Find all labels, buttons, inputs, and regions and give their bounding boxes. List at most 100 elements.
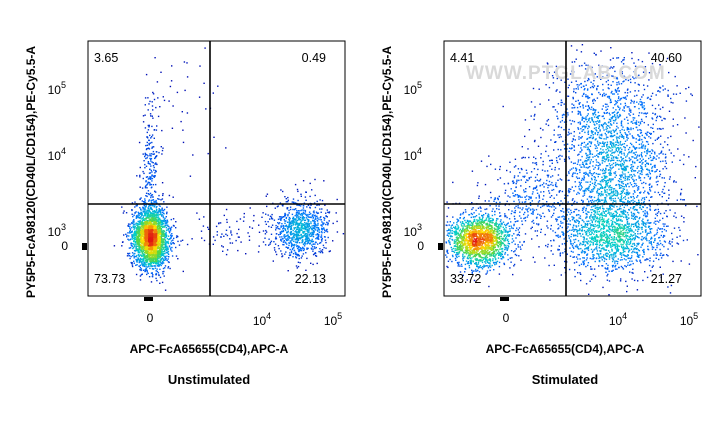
event-dot	[268, 245, 269, 246]
event-dot	[144, 229, 145, 230]
event-dot	[531, 101, 532, 102]
event-dot	[520, 218, 521, 219]
event-dot	[579, 132, 580, 133]
event-dot	[514, 166, 515, 167]
event-dot	[634, 280, 635, 281]
event-dot	[605, 272, 606, 273]
event-dot	[134, 206, 135, 207]
event-dot	[514, 175, 515, 176]
event-dot	[535, 180, 536, 181]
x-axis-label: APC-FcA65655(CD4),APC-A	[130, 342, 289, 356]
event-dot	[671, 102, 672, 103]
event-dot	[548, 119, 549, 120]
event-dot	[220, 236, 221, 237]
event-dot	[308, 234, 309, 235]
event-dot	[282, 217, 283, 218]
event-dot	[555, 167, 556, 168]
event-dot	[279, 216, 280, 217]
event-dot	[252, 228, 253, 229]
event-dot	[697, 254, 698, 255]
event-dot	[477, 185, 478, 186]
event-dot	[149, 135, 150, 136]
event-dot	[510, 171, 511, 172]
event-dot	[661, 120, 662, 121]
event-dot	[311, 240, 312, 241]
event-dot	[160, 262, 161, 263]
event-dot	[471, 270, 472, 271]
event-dot	[143, 217, 144, 218]
event-dot	[249, 236, 250, 237]
event-dot	[300, 229, 301, 230]
event-dot	[559, 158, 560, 159]
event-dot	[657, 116, 658, 117]
event-dot	[133, 221, 134, 222]
event-dot	[140, 261, 141, 262]
event-dot	[236, 221, 237, 222]
event-dot	[297, 189, 298, 190]
event-dot	[143, 270, 144, 271]
event-dot	[489, 205, 490, 206]
event-dot	[294, 250, 295, 251]
event-dot	[151, 136, 152, 137]
event-dot	[579, 272, 580, 273]
x-tick-label-1e4: 104	[253, 311, 271, 328]
event-dot	[146, 261, 147, 262]
event-dot	[675, 76, 676, 77]
event-dot	[551, 169, 552, 170]
event-dot	[286, 207, 287, 208]
event-dot	[306, 248, 307, 249]
event-dot	[133, 219, 134, 220]
event-dot	[143, 263, 144, 264]
event-dot	[284, 219, 285, 220]
event-dot	[695, 177, 696, 178]
event-dot	[561, 274, 562, 275]
event-dot	[590, 266, 591, 267]
event-dot	[560, 149, 561, 150]
event-dot	[299, 242, 300, 243]
event-dot	[163, 253, 164, 254]
event-dot	[281, 223, 282, 224]
event-dot	[154, 265, 155, 266]
event-dot	[151, 265, 152, 266]
event-dot	[146, 235, 147, 236]
event-dot	[545, 245, 546, 246]
event-dot	[538, 146, 539, 147]
event-dot	[288, 270, 289, 271]
event-dot	[290, 229, 291, 230]
event-dot	[126, 235, 127, 236]
event-dot	[272, 218, 273, 219]
event-dot	[168, 239, 169, 240]
event-dot	[176, 235, 177, 236]
event-dot	[161, 221, 162, 222]
event-dot	[616, 84, 617, 85]
event-dot	[291, 225, 292, 226]
event-dot	[648, 52, 649, 53]
event-dot	[323, 247, 324, 248]
event-dot	[146, 274, 147, 275]
event-dot	[144, 205, 145, 206]
event-dot	[145, 154, 146, 155]
event-dot	[558, 224, 559, 225]
event-dot	[504, 183, 505, 184]
event-dot	[293, 253, 294, 254]
event-dot	[316, 227, 317, 228]
panel-title: Unstimulated	[168, 372, 250, 387]
event-dot	[145, 252, 146, 253]
event-dot	[662, 218, 663, 219]
event-dot	[626, 117, 627, 118]
event-dot	[295, 244, 296, 245]
event-dot	[532, 227, 533, 228]
event-dot	[145, 97, 146, 98]
event-dot	[322, 224, 323, 225]
event-dot	[315, 195, 316, 196]
event-dot	[266, 231, 267, 232]
event-dot	[552, 230, 553, 231]
event-dot	[558, 156, 559, 157]
event-dot	[130, 238, 131, 239]
event-dot	[315, 218, 316, 219]
event-dot	[296, 246, 297, 247]
event-dot	[533, 223, 534, 224]
event-dot	[659, 249, 660, 250]
event-dot	[658, 209, 659, 210]
event-dot	[558, 168, 559, 169]
